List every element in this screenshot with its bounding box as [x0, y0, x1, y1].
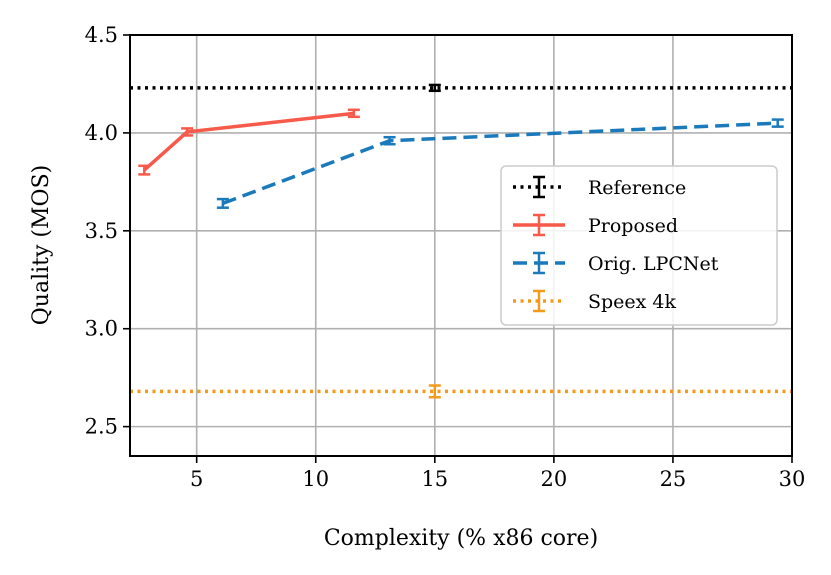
proposed-point [181, 127, 194, 137]
x-tick-label: 25 [660, 467, 687, 491]
legend-item-speex-4k: Speex 4k [513, 289, 677, 313]
ticks: 5 10 15 20 25 30 2.5 3.0 3.5 4.0 4.5 [85, 23, 806, 491]
series-speex-4k [130, 384, 792, 399]
legend-frame [500, 165, 778, 326]
y-tick-label: 4.5 [85, 23, 118, 47]
proposed-line [143, 111, 355, 172]
legend-item-proposed: Proposed [513, 213, 678, 237]
proposed-point [138, 164, 151, 176]
y-tick-label: 3.0 [85, 317, 118, 341]
legend-item-orig-lpcnet: Orig. LPCNet [513, 251, 719, 275]
legend: Reference Proposed Orig. LPCNet Speex 4k [500, 165, 778, 326]
series-reference [130, 83, 792, 93]
x-tick-label: 15 [421, 467, 448, 491]
x-tick-label: 30 [779, 467, 806, 491]
legend-label: Proposed [588, 215, 678, 237]
legend-item-reference: Reference [513, 175, 686, 199]
y-tick-label: 4.0 [85, 121, 118, 145]
orig-lpcnet-point [216, 197, 229, 209]
proposed-point [347, 108, 360, 119]
x-tick-label: 10 [302, 467, 329, 491]
x-tick-label: 20 [541, 467, 568, 491]
plot-frame [129, 34, 793, 457]
speex-4k-error-bar [428, 384, 441, 399]
reference-error-bar [428, 83, 441, 93]
x-axis-label: Complexity (% x86 core) [324, 526, 598, 551]
series-proposed [138, 108, 360, 176]
legend-label: Reference [588, 177, 686, 199]
series-layer [130, 83, 792, 399]
series-orig-lpcnet [216, 118, 784, 209]
legend-label: Speex 4k [588, 291, 677, 313]
orig-lpcnet-point [383, 135, 396, 146]
y-axis-label: Quality (MOS) [29, 165, 54, 325]
y-tick-label: 3.5 [85, 219, 118, 243]
legend-label: Orig. LPCNet [588, 253, 719, 275]
y-tick-label: 2.5 [85, 415, 118, 439]
x-tick-label: 5 [190, 467, 203, 491]
orig-lpcnet-point [771, 118, 784, 128]
